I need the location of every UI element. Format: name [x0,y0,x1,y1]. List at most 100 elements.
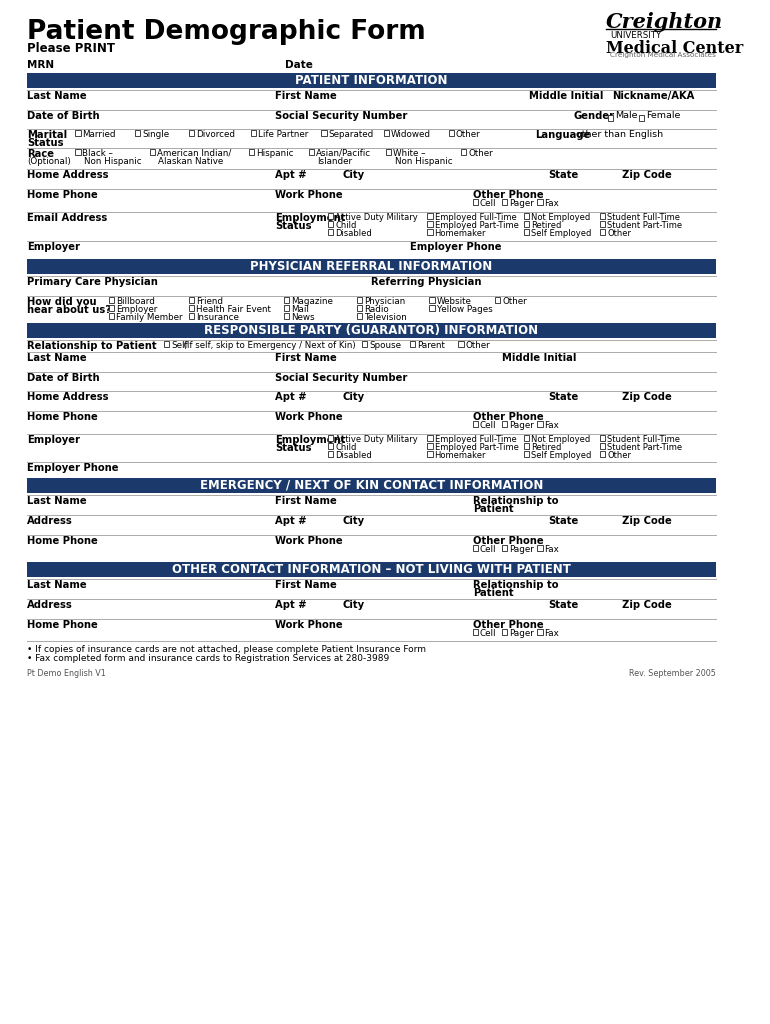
Text: Creighton Medical Associates: Creighton Medical Associates [610,52,716,58]
Text: Last Name: Last Name [27,353,87,362]
Bar [600,435,605,440]
Bar [638,115,644,121]
Text: Other: Other [468,150,493,158]
Text: Employer Phone: Employer Phone [27,463,119,473]
Text: Widowed: Widowed [391,130,431,139]
Bar [283,305,289,310]
Bar [524,213,529,218]
Bar [427,443,433,449]
Text: Middle Initial: Middle Initial [501,353,576,362]
Text: Relationship to: Relationship to [473,580,558,590]
Bar [328,451,333,457]
Text: Employed Full-Time: Employed Full-Time [434,435,517,444]
Text: State: State [548,600,578,610]
Text: State: State [548,392,578,402]
Bar [537,199,543,205]
Bar [75,150,81,155]
Text: Pager: Pager [509,629,534,638]
Bar [524,221,529,226]
Bar [430,297,434,302]
Text: Employed Part-Time: Employed Part-Time [434,443,518,452]
Text: Physician: Physician [364,297,406,306]
Text: Disabled: Disabled [335,229,372,238]
Text: Last Name: Last Name [27,91,87,101]
Text: Spouse: Spouse [369,341,401,350]
Text: Zip Code: Zip Code [622,516,672,526]
Text: State: State [548,516,578,526]
Text: Fax: Fax [544,629,559,638]
Text: Married: Married [82,130,116,139]
Text: First Name: First Name [275,91,336,101]
Text: Race: Race [27,150,54,159]
Text: Work Phone: Work Phone [275,412,343,422]
Bar [600,451,605,457]
Text: Last Name: Last Name [27,580,87,590]
Bar [608,115,613,121]
Text: Billboard: Billboard [116,297,155,306]
Bar [524,435,529,440]
Bar [524,451,529,457]
Bar [27,259,716,274]
Text: Marital: Marital [27,130,67,140]
Text: Other Phone: Other Phone [473,190,544,200]
Text: Cell: Cell [480,629,497,638]
Text: White –: White – [393,150,426,158]
Text: Active Duty Military: Active Duty Military [335,435,418,444]
Text: Relationship to: Relationship to [473,496,558,506]
Text: Non Hispanic: Non Hispanic [394,157,452,166]
Text: Not Employed: Not Employed [531,213,591,222]
Bar [473,421,478,427]
Text: Apt #: Apt # [275,600,306,610]
Bar [461,150,467,155]
Text: Home Phone: Home Phone [27,190,98,200]
Text: Parent: Parent [417,341,445,350]
Text: Fax: Fax [544,421,559,430]
Text: Retired: Retired [531,221,561,230]
Bar [473,199,478,205]
Text: hear about us?: hear about us? [27,305,111,315]
Text: Pager: Pager [509,199,534,208]
Bar [386,150,391,155]
Bar [430,305,434,310]
Bar [75,130,81,135]
Bar [410,341,415,346]
Text: Work Phone: Work Phone [275,190,343,200]
Bar [135,130,140,135]
Bar [328,229,333,234]
Bar [473,629,478,635]
Text: Zip Code: Zip Code [622,392,672,402]
Text: Male: Male [615,111,638,120]
Bar [283,297,289,302]
Bar [328,435,333,440]
Text: Medical Center: Medical Center [606,40,743,57]
Text: News: News [291,313,314,322]
Text: EMERGENCY / NEXT OF KIN CONTACT INFORMATION: EMERGENCY / NEXT OF KIN CONTACT INFORMAT… [199,479,543,492]
Text: Employment: Employment [275,435,345,445]
Text: Middle Initial: Middle Initial [529,91,603,101]
Text: Language: Language [535,130,591,140]
Text: Pt Demo English V1: Pt Demo English V1 [27,669,105,678]
Text: Radio: Radio [364,305,389,314]
Text: Other: Other [465,341,490,350]
Text: OTHER CONTACT INFORMATION – NOT LIVING WITH PATIENT: OTHER CONTACT INFORMATION – NOT LIVING W… [172,563,571,575]
Text: Zip Code: Zip Code [622,600,672,610]
Text: Status: Status [275,221,311,231]
Text: First Name: First Name [275,496,336,506]
Text: UNIVERSITY: UNIVERSITY [611,31,662,40]
Text: Date: Date [285,60,313,70]
Text: Date of Birth: Date of Birth [27,111,99,121]
Text: Address: Address [27,600,72,610]
Text: Employer: Employer [27,435,80,445]
Bar [473,545,478,551]
Text: Alaskan Native: Alaskan Native [158,157,223,166]
Text: PHYSICIAN REFERRAL INFORMATION: PHYSICIAN REFERRAL INFORMATION [250,260,493,273]
Bar [495,297,500,302]
Text: Life Partner: Life Partner [258,130,309,139]
Bar [189,305,194,310]
Bar [362,341,367,346]
Text: Social Security Number: Social Security Number [275,373,407,383]
Bar [328,213,333,218]
Bar [189,130,194,135]
Text: City: City [343,600,364,610]
Text: MRN: MRN [27,60,54,70]
